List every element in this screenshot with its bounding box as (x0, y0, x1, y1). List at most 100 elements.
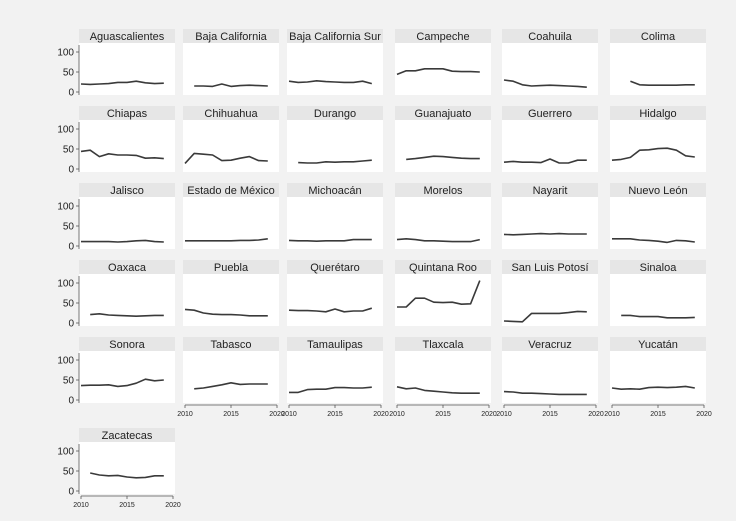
x-tick-label: 2015 (542, 411, 558, 418)
y-tick-label: 50 (63, 145, 75, 156)
panel-title: Zacatecas (102, 430, 153, 442)
series-line (288, 80, 373, 85)
panel-title: Puebla (214, 262, 249, 274)
x-tick-label: 2010 (73, 502, 89, 509)
panel-title: Sonora (109, 339, 145, 351)
panel-veracruz: Veracruz 2010 2015 2020 (496, 337, 604, 418)
panel-strip (79, 260, 175, 274)
panel-tabasco: Tabasco 2010 2015 2020 (177, 337, 285, 418)
y-tick-label: 100 (57, 48, 74, 59)
panel-strip (502, 183, 598, 197)
series-line (90, 472, 164, 479)
x-tick-label: 2010 (177, 411, 193, 418)
panel-strip (79, 337, 175, 351)
plot-area (79, 197, 175, 249)
y-tick-label: 50 (63, 299, 75, 310)
x-tick-label: 2010 (496, 411, 512, 418)
y-tick-label: 0 (68, 319, 74, 330)
series-line (503, 232, 587, 236)
series-line (184, 308, 268, 317)
panel-strip (287, 337, 383, 351)
y-tick-label: 100 (57, 125, 74, 136)
panel-title: Tabasco (211, 339, 252, 351)
panel-quer-taro: Querétaro (287, 260, 383, 326)
panel-campeche: Campeche (395, 29, 491, 95)
panels-container: Aguascalientes 0 50 100 Baja California Baja … (57, 29, 712, 509)
panel-strip (183, 106, 279, 120)
series-line (288, 307, 373, 313)
panel-title: Baja California Sur (289, 31, 381, 43)
panel-strip (287, 29, 383, 43)
panel-title: Chiapas (107, 108, 148, 120)
series-line (288, 238, 372, 242)
panel-quintana-roo: Quintana Roo (395, 260, 491, 326)
panel-title: Nuevo León (628, 185, 687, 197)
series-line (80, 378, 164, 388)
plot-area (502, 120, 598, 172)
panel-strip (183, 337, 279, 351)
y-tick-label: 0 (68, 88, 74, 99)
panel-strip (79, 29, 175, 43)
series-line (184, 152, 268, 164)
panel-hidalgo: Hidalgo (610, 106, 706, 172)
x-tick-label: 2015 (119, 502, 135, 509)
series-line (90, 312, 164, 318)
plot-area (502, 274, 598, 326)
series-line (611, 385, 695, 391)
series-line (298, 159, 372, 164)
panel-title: Hidalgo (639, 108, 676, 120)
plot-area (502, 197, 598, 249)
panel-strip (287, 183, 383, 197)
plot-area (610, 351, 706, 403)
plot-area (183, 43, 279, 95)
plot-area (79, 274, 175, 326)
y-tick-label: 50 (63, 467, 75, 478)
panel-morelos: Morelos (395, 183, 491, 249)
panel-zacatecas: Zacatecas 0 50 100 2010 2015 2020 (57, 428, 181, 509)
plot-area (79, 43, 175, 95)
panel-title: Guanajuato (415, 108, 472, 120)
y-tick-label: 100 (57, 447, 74, 458)
panel-title: Tamaulipas (307, 339, 363, 351)
panel-puebla: Puebla (183, 260, 279, 326)
series-line (397, 280, 481, 308)
y-tick-label: 100 (57, 356, 74, 367)
panel-strip (183, 260, 279, 274)
panel-strip (610, 260, 706, 274)
panel-michoac-n: Michoacán (287, 183, 383, 249)
series-line (611, 147, 695, 161)
y-tick-label: 50 (63, 222, 75, 233)
series-line (396, 386, 480, 395)
panel-title: Sinaloa (640, 262, 678, 274)
panel-title: Nayarit (533, 185, 568, 197)
panel-strip (502, 29, 598, 43)
panel-strip (610, 29, 706, 43)
plot-area (183, 120, 279, 172)
series-line (503, 310, 587, 323)
panel-title: Aguascalientes (90, 31, 165, 43)
panel-title: Michoacán (308, 185, 361, 197)
plot-area (610, 197, 706, 249)
plot-area (79, 442, 175, 494)
panel-title: Tlaxcala (423, 339, 465, 351)
panel-chihuahua: Chihuahua (183, 106, 279, 172)
series-line (503, 158, 587, 164)
panel-title: San Luis Potosí (511, 262, 588, 274)
series-line (185, 238, 268, 242)
panel-nayarit: Nayarit (502, 183, 598, 249)
y-tick-label: 0 (68, 487, 74, 498)
series-line (80, 149, 164, 160)
y-tick-label: 100 (57, 279, 74, 290)
panel-coahuila: Coahuila (502, 29, 598, 95)
panel-strip (610, 106, 706, 120)
panel-title: Colima (641, 31, 676, 43)
x-tick-label: 2020 (165, 502, 181, 509)
panel-colima: Colima (610, 29, 706, 95)
panel-strip (395, 260, 491, 274)
panel-title: Campeche (416, 31, 469, 43)
panel-strip (395, 106, 491, 120)
x-tick-label: 2015 (327, 411, 343, 418)
panel-strip (287, 106, 383, 120)
series-line (621, 314, 695, 319)
